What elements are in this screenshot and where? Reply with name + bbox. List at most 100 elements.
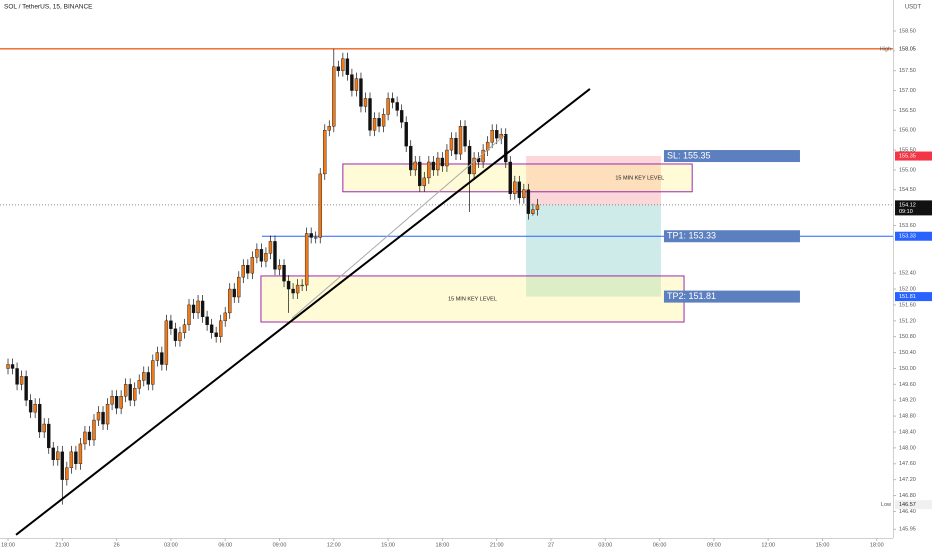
candle-body [291, 288, 295, 294]
candle-body [28, 400, 33, 413]
candle-body [228, 288, 232, 314]
candle-body [318, 173, 322, 238]
axis-unit: USDT [905, 5, 922, 11]
level-label-box [663, 230, 800, 243]
candle-body [273, 241, 277, 270]
candle-body [363, 98, 368, 107]
candle-body [255, 249, 259, 258]
candle-body [463, 126, 467, 147]
chart-title: SOL / TetherUS, 15, BINANCE [4, 4, 93, 11]
candle-body [191, 304, 196, 314]
x-tick-label: 15:00 [381, 542, 395, 548]
candle-body [259, 249, 264, 262]
candle-body [60, 451, 65, 480]
candle-body [531, 209, 535, 214]
candle-body [413, 161, 417, 171]
candle-body [341, 58, 345, 71]
y-tick-label: 155.00 [899, 167, 916, 173]
x-tick-label: 26 [114, 542, 120, 548]
level-label-box [663, 290, 800, 303]
candle-body [209, 324, 214, 333]
candle-body [399, 110, 404, 123]
candle-body [345, 58, 350, 75]
candle-body [187, 304, 191, 325]
candle-body [142, 372, 146, 381]
candle-body [164, 320, 169, 365]
candle-body [200, 300, 205, 318]
candle-body [223, 312, 227, 322]
y-tick-label: 156.00 [899, 128, 916, 134]
x-tick-label: 18:00 [436, 542, 450, 548]
y-tick-label: 155.50 [899, 148, 916, 154]
high-name: High [880, 46, 891, 52]
candle-body [214, 332, 218, 337]
y-tick-label: 157.00 [899, 88, 916, 94]
trendline [291, 134, 506, 319]
level-label: TP2: 151.81 [667, 291, 716, 301]
y-tick-label: 148.00 [899, 445, 916, 451]
candle-body [526, 189, 531, 214]
candle-body [354, 78, 359, 91]
candle-body [436, 157, 440, 171]
candle-body [137, 380, 141, 389]
axes: 158.50158.00157.50157.00156.50156.00155.… [1, 28, 932, 548]
candle-body [535, 204, 540, 210]
y-tick-label: 147.60 [899, 461, 916, 467]
key-level-box [342, 163, 693, 193]
candle-body [110, 396, 114, 405]
x-tick-label: 12:00 [761, 542, 775, 548]
candle-body [42, 423, 46, 433]
candle-body [10, 364, 15, 369]
candle-body [123, 384, 128, 397]
candle-body [250, 257, 255, 274]
candle-body [182, 324, 187, 333]
candle-body [169, 320, 173, 329]
candle-body [24, 376, 28, 401]
candle-body [65, 467, 69, 480]
candle-body [87, 431, 92, 441]
candle-body [155, 352, 160, 361]
candle-body [495, 130, 499, 139]
x-tick-label: 09:00 [707, 542, 721, 548]
candle-body [19, 376, 24, 385]
x-tick-label: 06:00 [218, 542, 232, 548]
x-tick-label: 15:00 [816, 542, 830, 548]
price-tag-label: 154.12 [899, 202, 916, 208]
y-tick-label: 150.00 [899, 366, 916, 372]
price-tag [895, 200, 932, 216]
candle-body [277, 265, 282, 270]
x-tick-label: 06:00 [653, 542, 667, 548]
candle-body [83, 431, 87, 445]
candle-body [395, 102, 399, 111]
candle-body [350, 74, 354, 91]
candle-body [196, 300, 200, 314]
candle-body [96, 411, 101, 421]
key-level-label: 15 MIN KEY LEVEL [448, 296, 497, 302]
candle-body [513, 181, 517, 194]
candle-body [390, 98, 395, 103]
candle-body [286, 280, 291, 290]
candle-body [418, 161, 422, 187]
y-tick-label: 154.50 [899, 187, 916, 193]
x-tick-label: 12:00 [327, 542, 341, 548]
level-label: TP1: 153.33 [667, 231, 716, 241]
candle-body [368, 98, 372, 131]
candle-body [246, 265, 250, 274]
price-tag [895, 151, 932, 161]
candle-body [74, 451, 78, 464]
candle-body [467, 145, 472, 175]
candle-body [372, 118, 377, 131]
candle-body [282, 265, 286, 282]
candle-body [508, 161, 512, 194]
candle-body [205, 316, 209, 325]
candle-body [314, 237, 318, 239]
candle-body [504, 134, 508, 163]
candle-body [6, 364, 10, 369]
x-tick-label: 18:00 [870, 542, 884, 548]
candle-body [51, 447, 55, 460]
x-tick-label: 27 [548, 542, 554, 548]
candle-body [327, 126, 331, 131]
candle-body [449, 137, 454, 151]
candle-body [404, 122, 408, 147]
